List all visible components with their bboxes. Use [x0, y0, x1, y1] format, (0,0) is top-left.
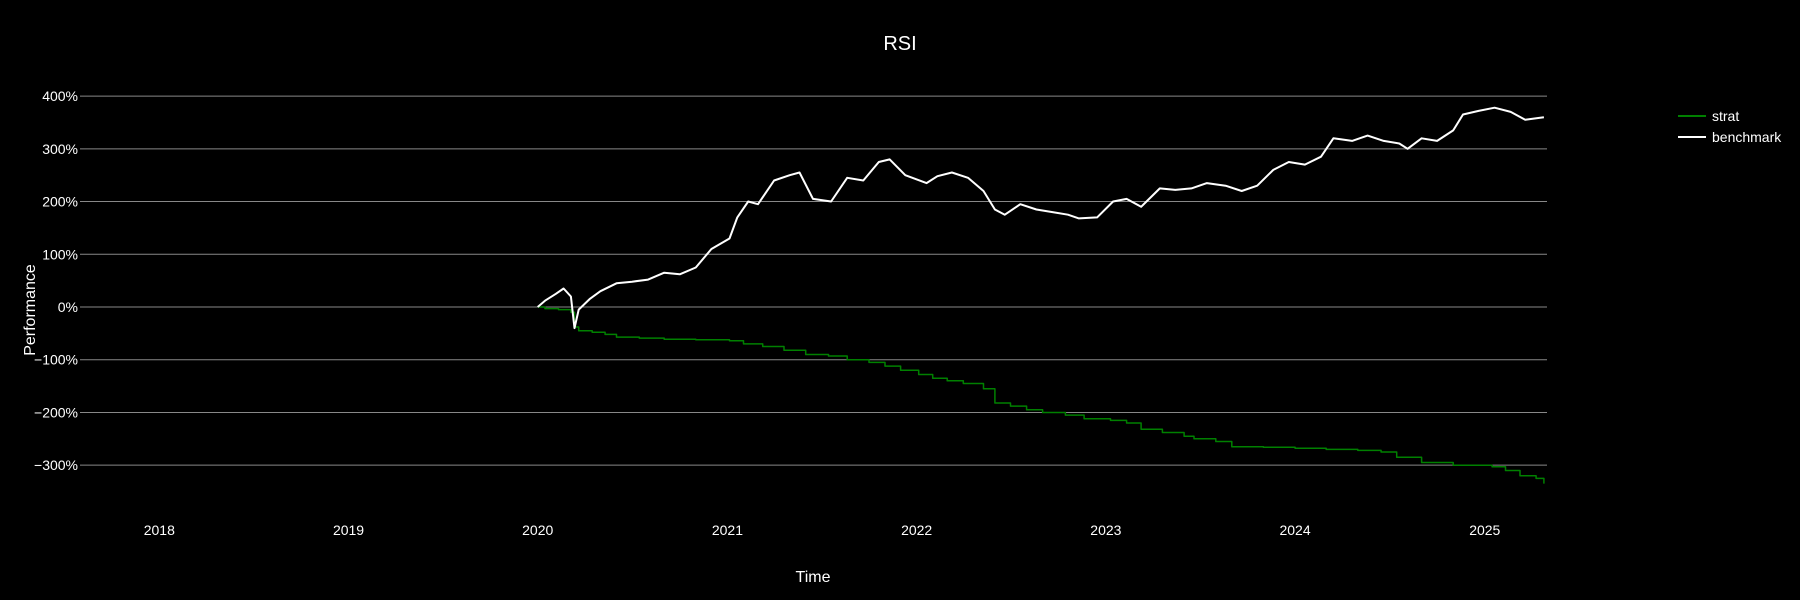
y-tick-label: 300% — [42, 141, 78, 157]
x-tick-label: 2020 — [522, 522, 553, 538]
y-axis-ticks: 400% 300% 200% 100% 0% −100% −200% −300% — [34, 88, 78, 473]
series-line-benchmark — [537, 106, 1545, 330]
y-tick-label: 100% — [42, 246, 78, 262]
series-line-strat — [537, 306, 1545, 484]
y-axis-label: Performance — [22, 264, 39, 356]
x-tick-label: 2019 — [333, 522, 364, 538]
y-tick-label: −300% — [34, 457, 78, 473]
legend-item-benchmark[interactable]: benchmark — [1678, 129, 1782, 145]
x-tick-label: 2021 — [712, 522, 743, 538]
y-tick-label: 400% — [42, 88, 78, 104]
x-tick-label: 2023 — [1090, 522, 1121, 538]
y-tick-label: 200% — [42, 194, 78, 210]
legend-label: benchmark — [1712, 129, 1782, 145]
x-tick-label: 2024 — [1279, 522, 1310, 538]
x-tick-label: 2018 — [144, 522, 175, 538]
grid — [80, 95, 1547, 466]
x-axis-label: Time — [796, 569, 831, 586]
chart-title: RSI — [883, 33, 916, 55]
legend: strat benchmark — [1678, 108, 1782, 145]
x-axis-ticks: 2018 2019 2020 2021 2022 2023 2024 2025 — [144, 522, 1501, 538]
series-lines — [537, 106, 1545, 484]
x-tick-label: 2022 — [901, 522, 932, 538]
y-tick-label: −200% — [34, 404, 78, 420]
x-tick-label: 2025 — [1469, 522, 1500, 538]
y-tick-label: 0% — [58, 299, 78, 315]
legend-item-strat[interactable]: strat — [1678, 108, 1739, 124]
y-tick-label: −100% — [34, 352, 78, 368]
legend-label: strat — [1712, 108, 1739, 124]
